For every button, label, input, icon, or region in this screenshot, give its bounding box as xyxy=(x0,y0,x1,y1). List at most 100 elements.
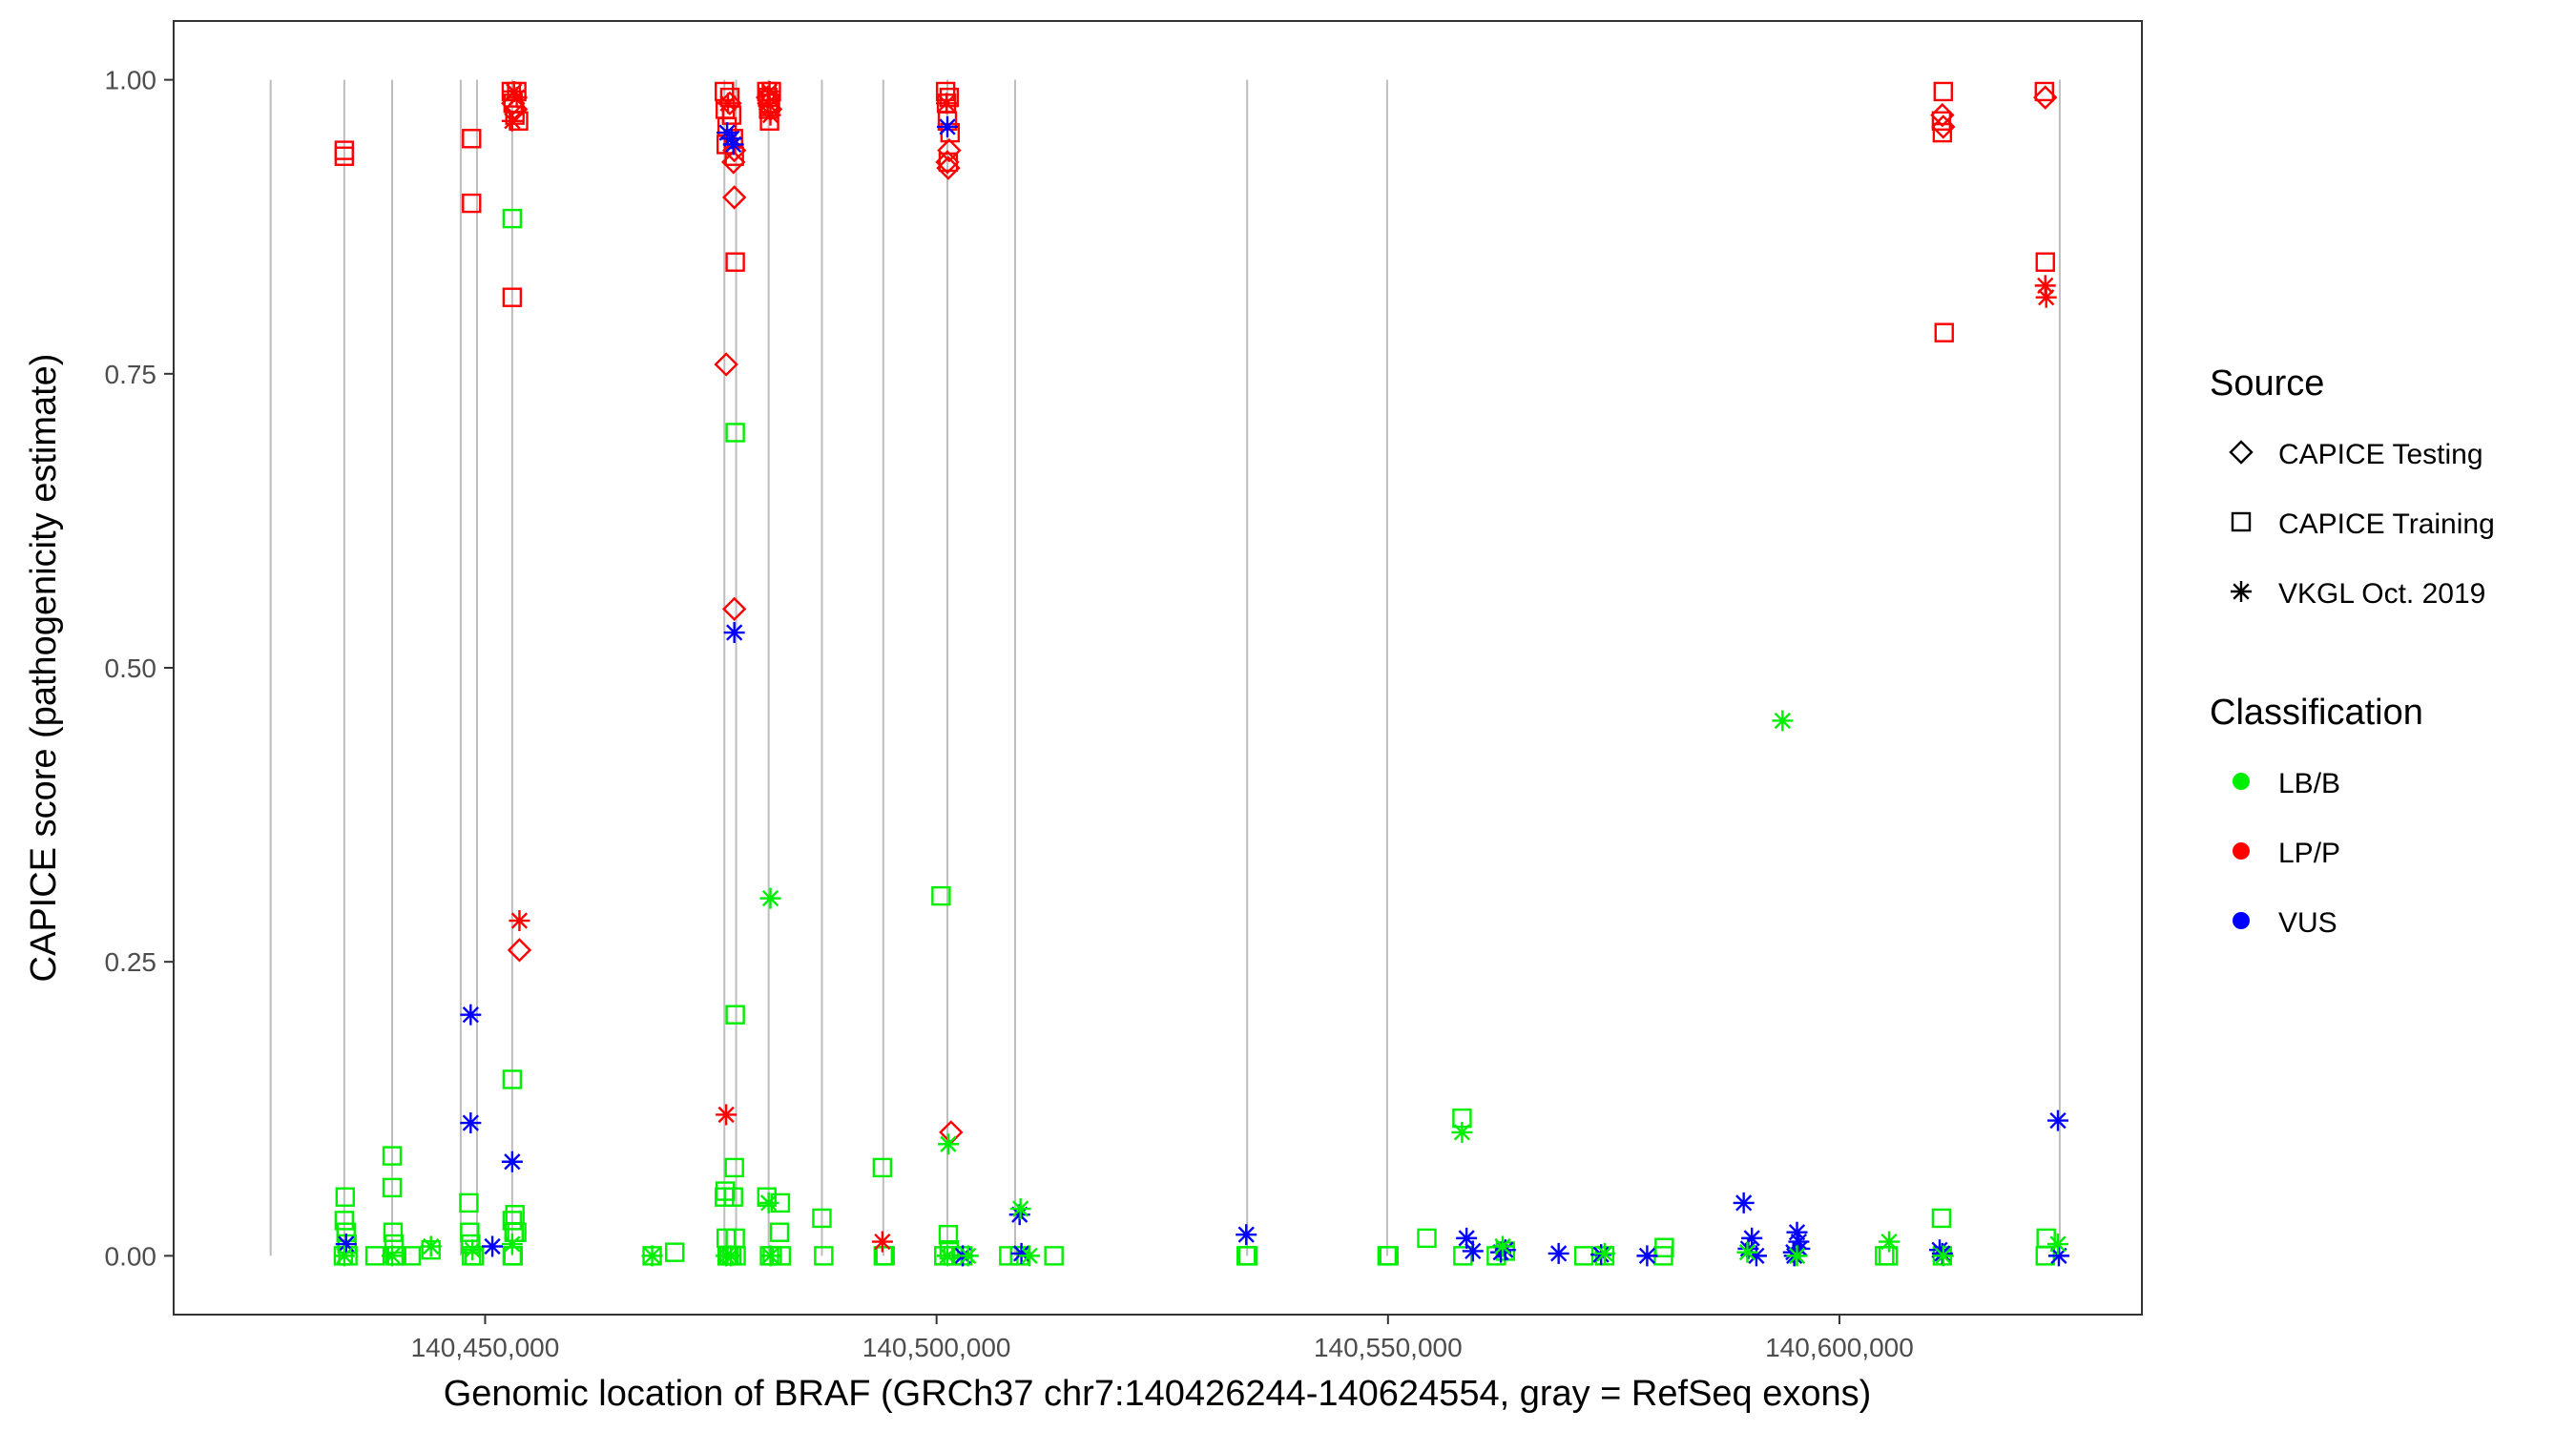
data-point xyxy=(503,96,529,122)
data-point xyxy=(759,1245,781,1267)
data-point xyxy=(759,104,781,126)
data-point xyxy=(507,938,532,963)
y-tick-label: 0.50 xyxy=(105,653,157,683)
data-point xyxy=(2046,1110,2068,1131)
data-point xyxy=(814,1246,834,1266)
data-point xyxy=(719,1245,741,1267)
legend-key xyxy=(2233,842,2250,860)
data-point xyxy=(502,208,523,229)
y-axis: 0.00 0.25 0.50 0.75 1.00 xyxy=(105,66,174,1271)
y-tick-label: 0.75 xyxy=(105,360,157,389)
legend-label: CAPICE Testing xyxy=(2278,439,2483,470)
data-point xyxy=(333,1245,355,1267)
data-point xyxy=(1548,1242,1569,1264)
data-point xyxy=(1417,1228,1437,1249)
data-point xyxy=(665,1242,685,1262)
data-point xyxy=(936,156,961,180)
data-point xyxy=(462,193,482,214)
data-point xyxy=(717,91,742,115)
data-point xyxy=(769,1222,790,1242)
data-point xyxy=(1237,1246,1258,1266)
data-point xyxy=(1930,102,1955,128)
data-point xyxy=(2035,286,2057,308)
data-point xyxy=(501,1151,523,1172)
x-tick-label: 140,450,000 xyxy=(411,1333,560,1362)
data-point xyxy=(1931,114,1956,139)
data-point xyxy=(717,93,739,114)
data-point xyxy=(725,252,745,272)
data-point xyxy=(460,1222,480,1242)
legend-key xyxy=(2233,912,2250,929)
data-point xyxy=(1736,1241,1758,1263)
x-axis-title: Genomic location of BRAF (GRCh37 chr7:14… xyxy=(444,1374,1872,1414)
data-point xyxy=(724,1157,744,1178)
x-tick-label: 140,550,000 xyxy=(1314,1333,1463,1362)
data-point xyxy=(758,1192,779,1213)
data-point xyxy=(758,80,780,102)
data-point xyxy=(1236,1224,1257,1246)
exon-lines xyxy=(269,79,2061,1256)
data-point xyxy=(1772,710,1794,732)
legend: Source CAPICE Testing CAPICE Training VKGL … xyxy=(2210,363,2495,939)
data-point xyxy=(502,287,523,307)
data-point xyxy=(1593,1242,1615,1264)
data-point xyxy=(334,1211,355,1231)
legend-label: VUS xyxy=(2278,907,2337,939)
data-point xyxy=(1879,1231,1901,1253)
data-point xyxy=(722,134,744,156)
legend-key xyxy=(2229,440,2254,465)
data-point xyxy=(1932,1245,1954,1267)
data-point xyxy=(721,150,746,175)
data-point xyxy=(937,115,959,137)
data-point xyxy=(382,1245,404,1267)
data-point xyxy=(1933,81,1954,102)
data-point xyxy=(937,137,962,163)
data-point xyxy=(502,1211,523,1231)
data-point xyxy=(1786,1245,1808,1267)
data-point xyxy=(509,910,530,932)
data-point xyxy=(501,110,523,132)
y-tick-label: 1.00 xyxy=(105,66,157,95)
legend-key xyxy=(2231,511,2252,532)
data-point xyxy=(1462,1240,1484,1262)
data-point xyxy=(501,1234,523,1255)
data-point xyxy=(721,137,747,163)
data-point xyxy=(335,1187,356,1207)
data-point xyxy=(420,1235,442,1257)
data-point xyxy=(1733,1192,1755,1213)
data-point xyxy=(1456,1227,1478,1249)
data-point xyxy=(714,352,738,377)
data-point xyxy=(937,1245,959,1267)
legend-title: Source xyxy=(2210,363,2324,404)
y-axis-title: CAPICE score (pathogenicity estimate) xyxy=(24,354,64,983)
data-point xyxy=(482,1235,504,1257)
x-tick-label: 140,600,000 xyxy=(1765,1333,1914,1362)
data-point xyxy=(1745,1245,1767,1267)
legend-label: LP/P xyxy=(2278,838,2340,869)
data-point xyxy=(334,146,355,166)
data-point xyxy=(1573,1246,1594,1266)
data-point xyxy=(721,185,747,210)
data-point xyxy=(725,1005,745,1025)
data-point xyxy=(2035,252,2055,272)
data-point xyxy=(1934,322,1954,342)
data-point xyxy=(812,1208,832,1229)
data-point xyxy=(957,1245,979,1267)
data-point xyxy=(1636,1245,1658,1267)
data-point xyxy=(382,1146,403,1166)
data-point xyxy=(459,1192,479,1213)
legend-label: VKGL Oct. 2019 xyxy=(2278,578,2485,610)
data-point xyxy=(462,1239,484,1261)
y-tick-label: 0.25 xyxy=(105,947,157,977)
x-axis: 140,450,000 140,500,000 140,550,000 140,600… xyxy=(411,1315,1914,1362)
data-point xyxy=(1379,1246,1399,1266)
data-point xyxy=(721,596,747,622)
data-point xyxy=(1009,1198,1031,1220)
data-point xyxy=(723,1187,743,1207)
legend-label: LB/B xyxy=(2278,768,2340,799)
data-point xyxy=(725,423,745,443)
data-point xyxy=(935,150,960,175)
data-point xyxy=(502,1069,523,1089)
